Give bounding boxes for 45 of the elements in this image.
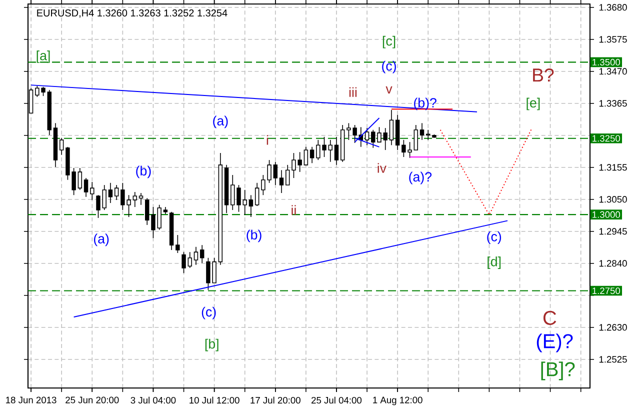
annotation: i	[266, 135, 268, 145]
y-tick-label: 1.3575	[599, 36, 627, 43]
annotation: (c)	[382, 60, 396, 74]
annotation: B?	[533, 68, 554, 82]
annotation: [d]	[488, 256, 501, 269]
y-tick-label: 1.3365	[599, 100, 627, 107]
y-tick-label: 1.3155	[599, 164, 627, 171]
y-tick-label: 1.3680	[599, 4, 627, 11]
x-tick-label: 18 Jun 2013	[6, 396, 56, 404]
x-tick-label: 3 Jul 04:00	[130, 396, 176, 404]
annotation: [b]	[205, 338, 218, 352]
annotation: (E)?	[536, 334, 573, 352]
ref-line-label: 1.2750	[592, 287, 620, 294]
y-tick-label: 1.2840	[599, 260, 627, 267]
annotation: [c]	[382, 36, 396, 48]
x-tick-label: 1 Aug 12:00	[373, 396, 422, 406]
annotation: iii	[349, 87, 357, 97]
x-tick-label: 25 Jun 20:00	[66, 396, 119, 404]
ref-line-label: 1.3000	[592, 211, 620, 218]
y-tick-label: 1.2525	[599, 356, 627, 363]
annotation: iv	[378, 163, 386, 173]
annotation: [B]?	[541, 362, 575, 380]
annotation: (a)?	[409, 172, 432, 184]
annotation: [e]	[526, 98, 540, 110]
x-tick-label: 25 Jul 04:00	[312, 396, 362, 404]
annotation: (b)?	[414, 98, 436, 110]
y-tick-label: 1.2945	[599, 228, 627, 235]
y-tick-label: 1.3050	[599, 196, 627, 203]
x-tick-label: 17 Jul 20:00	[250, 396, 300, 404]
annotation: [a]	[36, 50, 50, 63]
annotation: (b)	[246, 230, 262, 242]
ref-line-label: 1.3500	[592, 58, 620, 66]
y-tick-label: 1.3470	[599, 68, 627, 75]
x-tick-label: 10 Jul 12:00	[190, 396, 240, 404]
chart-title: EURUSD,H4 1.3260 1.3263 1.3252 1.3254	[37, 9, 228, 18]
annotation: (c)	[487, 232, 502, 244]
annotation: v	[386, 86, 392, 94]
annotation: (a)	[94, 234, 109, 246]
annotation: C	[543, 310, 556, 325]
ref-line-label: 1.3250	[592, 135, 620, 142]
annotation: (a)	[213, 116, 228, 128]
annotation: (c)	[202, 306, 216, 320]
y-tick-label: 1.2630	[599, 324, 627, 331]
annotation: (b)	[136, 166, 151, 178]
annotation: ii	[292, 205, 296, 215]
